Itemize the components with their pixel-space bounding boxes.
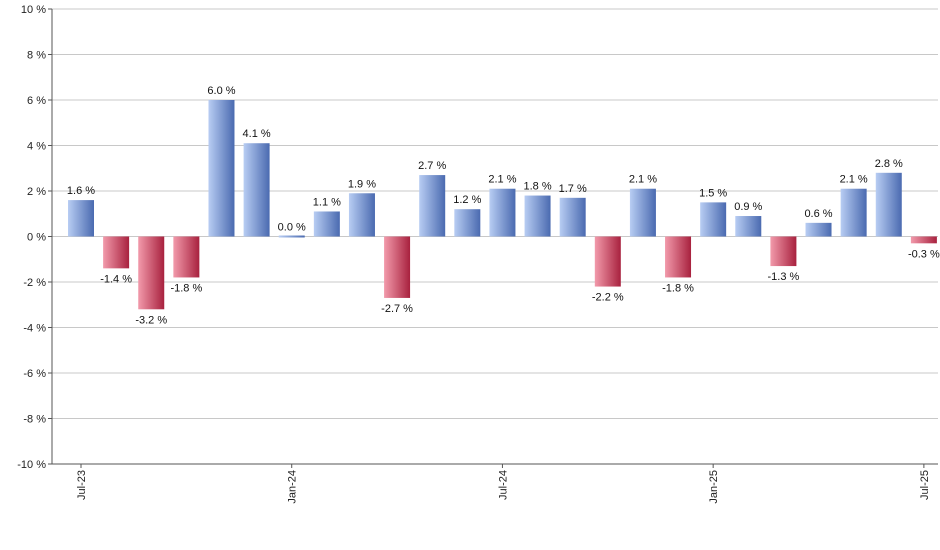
bar [665,236,692,278]
bars [68,100,937,310]
y-tick-label: 10 % [21,4,46,16]
bar [454,209,481,237]
x-tick-label: Jan-25 [708,470,720,504]
y-tick-label: -10 % [17,459,46,471]
data-label: 2.8 % [875,158,903,170]
x-tick-label: Jan-24 [287,470,299,504]
x-tick-label: Jul-25 [919,470,931,500]
data-label: 0.6 % [804,208,832,220]
bar [348,193,375,237]
bar [384,236,411,298]
y-tick-label: -6 % [23,368,46,380]
data-label: -2.2 % [592,292,624,304]
bar [840,188,867,237]
data-label: 4.1 % [243,128,271,140]
data-label: 1.6 % [67,185,95,197]
bar [138,236,165,310]
data-label: 1.5 % [699,187,727,199]
data-label: 1.9 % [348,178,376,190]
x-tick-label: Jul-23 [76,470,88,500]
bar [875,172,902,237]
y-tick-label: -2 % [23,277,46,289]
data-label: 2.1 % [629,174,657,186]
bar [243,143,270,237]
data-label: 1.8 % [523,181,551,193]
y-tick-label: -4 % [23,323,46,335]
bar [313,211,340,237]
y-tick-label: 2 % [27,186,46,198]
bar [805,222,832,237]
bar [103,236,130,269]
bar [700,202,727,237]
bar [770,236,797,267]
bar [68,200,94,237]
data-label: 0.0 % [278,222,306,234]
data-label: 2.1 % [488,174,516,186]
bar [735,216,762,237]
bar [910,236,937,244]
bar [489,188,516,237]
data-label: 2.1 % [840,174,868,186]
bar [559,197,586,237]
bar [278,235,305,238]
bar [524,195,551,237]
data-label: -1.8 % [662,282,694,294]
y-axis-tick-labels: 10 % 8 % 6 % 4 % 2 % 0 % -2 % -4 % -6 % -8 % -10 % [17,4,52,471]
data-label: 1.7 % [559,183,587,195]
data-labels: 1.6 % -1.4 % -3.2 % -1.8 % 6.0 % 4.1 % 0.0 % 1.… [67,85,940,326]
y-tick-label: -8 % [23,414,46,426]
bar [208,100,235,237]
y-tick-label: 0 % [27,232,46,244]
data-label: 6.0 % [207,85,235,97]
data-label: 1.1 % [313,196,341,208]
bar [629,188,656,237]
data-label: 0.9 % [734,201,762,213]
x-tick-label: Jul-24 [497,470,509,500]
y-tick-label: 6 % [27,95,46,107]
y-tick-label: 4 % [27,141,46,153]
data-label: -1.3 % [768,271,800,283]
data-label: -2.7 % [381,303,413,315]
data-label: 1.2 % [453,194,481,206]
data-label: -0.3 % [908,248,940,260]
data-label: -3.2 % [135,314,167,326]
bar [173,236,200,278]
x-axis-tick-labels: Jul-23 Jan-24 Jul-24 Jan-25 Jul-25 [76,464,931,504]
axes [51,9,938,465]
bar [594,236,621,287]
y-tick-label: 8 % [27,50,46,62]
data-label: 2.7 % [418,160,446,172]
data-label: -1.4 % [100,273,132,285]
data-label: -1.8 % [170,282,202,294]
bar [419,175,446,237]
